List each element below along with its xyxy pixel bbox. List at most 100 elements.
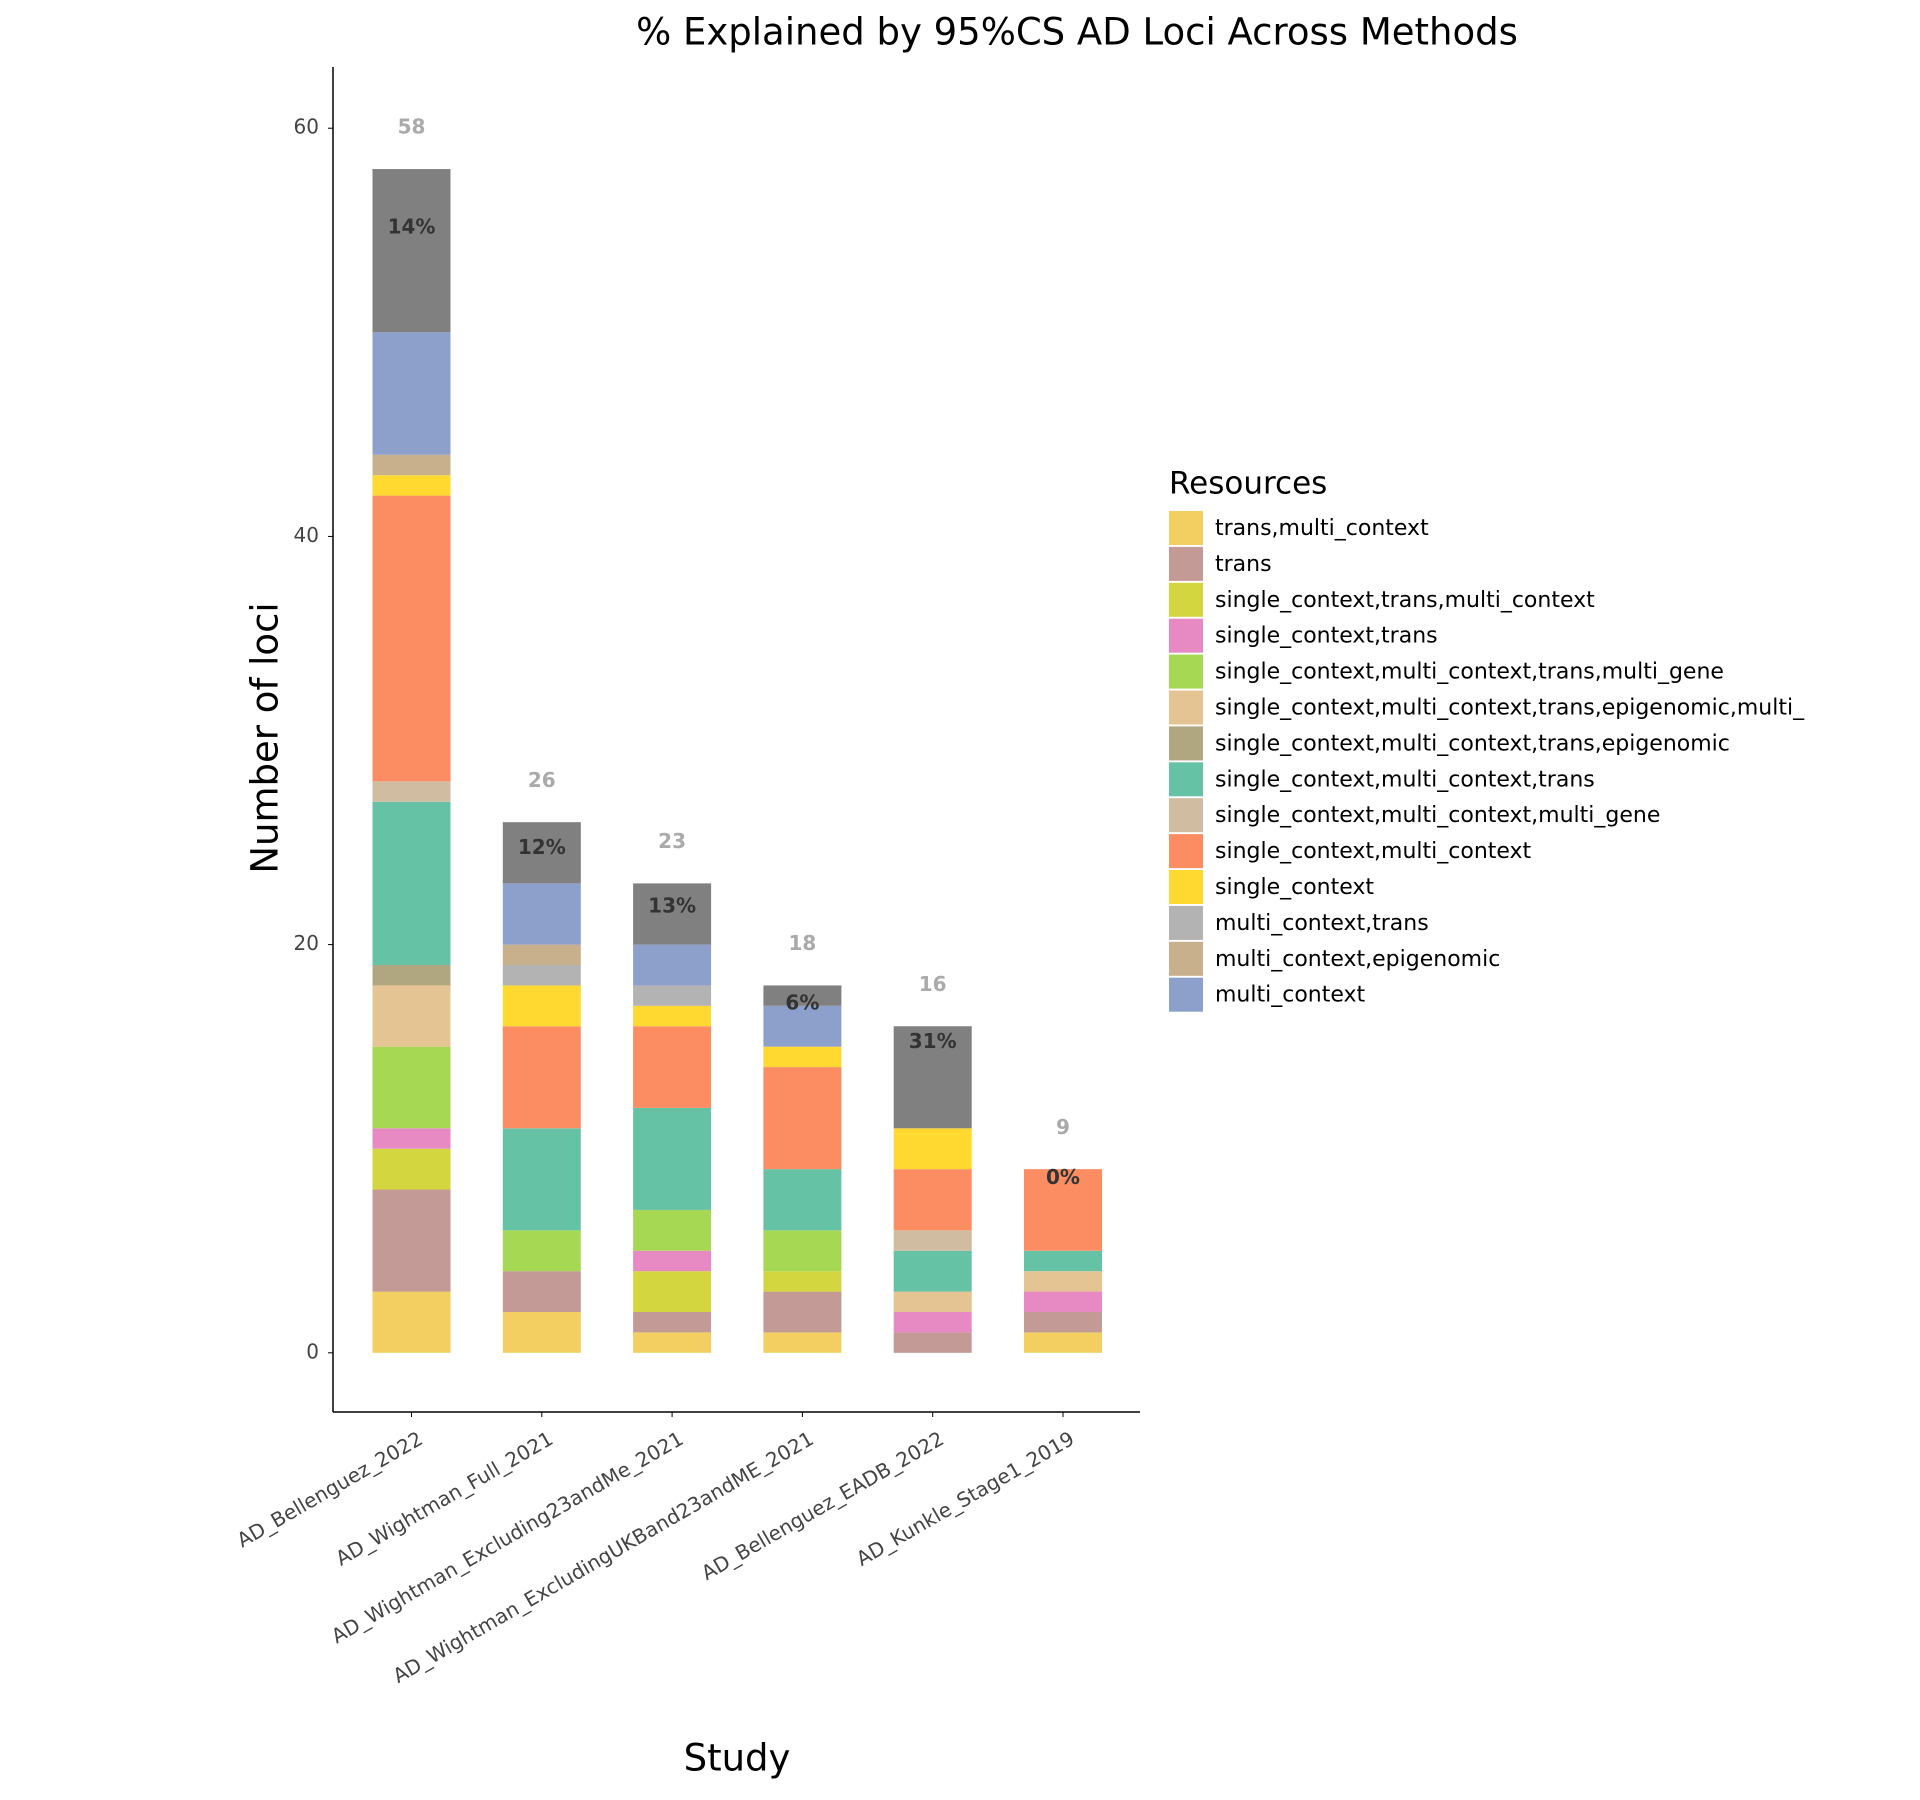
legend-label: single_context,multi_context,trans,epige… [1215,696,1805,721]
legend-label: single_context,trans [1215,624,1438,649]
bar-segment [1024,1271,1102,1292]
legend-label: multi_context,epigenomic [1215,947,1500,972]
bar-segment [763,1291,842,1333]
x-tick-label: AD_Kunkle_Stage1_2019 [852,1426,1078,1570]
bar-segment [763,1046,842,1068]
legend-label: single_context,multi_context,trans,multi… [1215,660,1724,685]
bar-segment [502,985,581,1027]
x-axis-title: Study [684,1737,791,1780]
bar-segment [633,1209,712,1251]
bar-segment [1024,1311,1102,1333]
bar-segment [372,1128,451,1149]
bar-segment [893,1169,972,1231]
bar-segment [893,1332,972,1353]
total-label: 23 [658,829,686,853]
bar-segment [502,1311,581,1353]
bar-segment [502,944,581,966]
legend-swatch [1169,511,1203,545]
legend-title: Resources [1169,466,1327,502]
legend-swatch [1169,762,1203,797]
bar-segment [372,169,451,333]
chart-title: % Explained by 95%CS AD Loci Across Meth… [636,11,1518,54]
bar-segment [633,1005,712,1027]
y-axis-title: Number of loci [244,602,287,873]
legend-swatch [1169,834,1203,869]
legend-swatch [1169,941,1203,976]
legend-swatch [1169,546,1203,581]
bar-segment [633,1311,712,1333]
legend-label: single_context,multi_context,trans [1215,767,1595,792]
bar-segment [372,1148,451,1190]
bar-segment [763,1332,842,1353]
bar-segment [502,1026,581,1129]
percent-label: 13% [648,893,696,917]
percent-label: 14% [388,215,436,239]
legend-swatch [1169,690,1203,725]
bar-segment [372,1291,451,1353]
bar-segment [893,1128,972,1170]
legend-label: trans [1215,552,1272,577]
percent-label: 0% [1046,1165,1080,1189]
bar-segment [502,822,581,884]
bar-segment [372,495,451,782]
percent-label: 12% [518,835,566,859]
bar-segment [502,1271,581,1312]
bar-segment [763,1271,842,1292]
bar-segment [633,944,712,986]
legend-swatch [1169,798,1203,833]
bar-segment [763,985,842,1006]
legend-swatch [1169,726,1203,761]
legend-label: single_context,trans,multi_context [1215,588,1595,613]
bar-segment [372,1189,451,1292]
bar-segment [372,965,451,986]
bar-segment [502,1230,581,1272]
total-label: 18 [788,931,816,955]
bar-segment [1024,1250,1102,1272]
bar-segment [633,1250,712,1272]
bar-segment [372,475,451,496]
y-tick-label: 40 [294,523,319,547]
bar-segment [893,1230,972,1251]
bar-segment [1024,1169,1102,1251]
bar-segment [372,454,451,476]
bar-segment [1024,1291,1102,1312]
legend-label: multi_context,trans [1215,911,1429,936]
x-tick-label: AD_Bellenguez_EADB_2022 [697,1426,948,1585]
total-label: 58 [398,115,426,139]
bar-segment [763,1005,842,1047]
legend-swatch [1169,582,1203,617]
legend-swatch [1169,654,1203,689]
bar-segment [893,1291,972,1312]
percent-label: 6% [785,990,819,1014]
y-tick-label: 20 [294,931,319,955]
legend-swatch [1169,905,1203,940]
bar-segment [763,1230,842,1272]
bar-segment [893,1311,972,1333]
bar-segment [893,1250,972,1292]
bar-segment [372,781,451,802]
y-tick-label: 60 [294,115,319,139]
percent-label: 31% [909,1029,957,1053]
bar-segment [893,1026,972,1129]
bar-segment [633,1107,712,1210]
bar-segment [633,1332,712,1353]
total-label: 26 [528,768,556,792]
bar-segment [763,1169,842,1231]
bar-segment [633,985,712,1006]
bar-segment [372,801,451,966]
total-label: 9 [1056,1115,1070,1139]
bar-segment [633,883,712,945]
x-tick-label: AD_Wightman_Full_2021 [331,1426,557,1570]
bar-segment [502,965,581,986]
legend-swatch [1169,870,1203,904]
legend-label: single_context,multi_context,multi_gene [1215,803,1660,828]
bar-segment [633,1271,712,1312]
legend-label: single_context,multi_context [1215,839,1532,864]
legend-swatch [1169,618,1203,653]
legend-label: trans,multi_context [1215,516,1429,541]
bar-segment [372,332,451,455]
legend-swatch [1169,977,1203,1012]
bar-segment [1024,1332,1102,1353]
bar-segment [502,883,581,945]
